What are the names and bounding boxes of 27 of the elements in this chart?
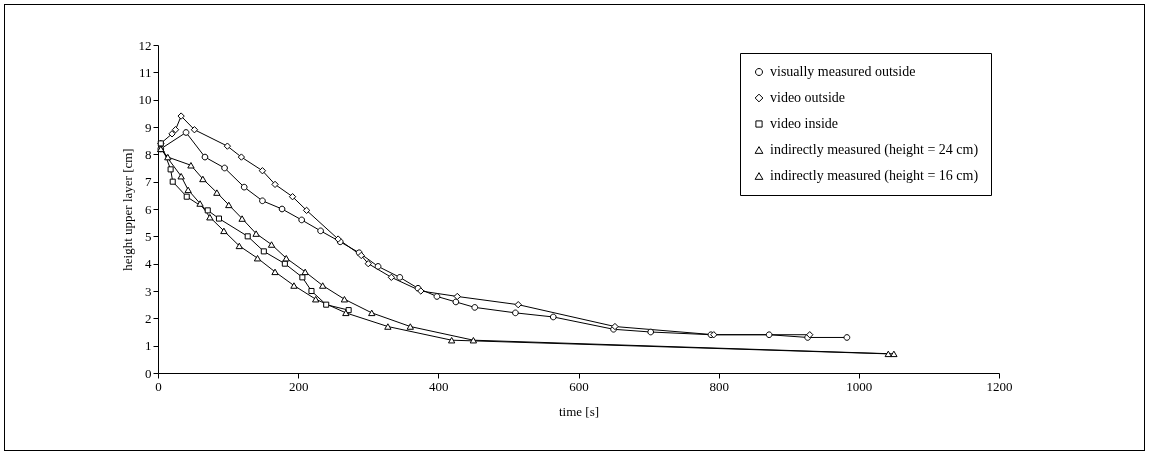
x-tick-label: 800: [709, 378, 729, 394]
y-tick-label: 11: [138, 64, 152, 80]
x-tick-label: 1000: [846, 378, 873, 394]
legend-label: indirectly measured (height = 16 cm): [770, 168, 979, 184]
legend-label: indirectly measured (height = 24 cm): [770, 142, 979, 158]
legend-label: video outside: [770, 90, 846, 105]
x-tick-label: 200: [288, 378, 309, 394]
x-tick-label: 600: [569, 378, 589, 394]
y-tick-label: 10: [138, 92, 152, 108]
x-tick-label: 1200: [986, 378, 1013, 394]
legend-label: visually measured outside: [770, 64, 916, 79]
y-tick-label: 7: [145, 174, 152, 190]
y-tick-label: 9: [145, 119, 152, 135]
x-tick-label: 0: [155, 378, 162, 394]
y-tick-label: 4: [145, 256, 152, 272]
y-tick-label: 8: [145, 146, 152, 162]
y-tick-label: 2: [145, 310, 152, 326]
y-tick-label: 3: [145, 283, 152, 299]
y-tick-label: 6: [145, 201, 152, 217]
x-tick-label: 400: [429, 378, 449, 394]
y-tick-label: 0: [145, 365, 152, 381]
x-axis-title: time [s]: [558, 403, 600, 419]
y-tick-label: 12: [138, 37, 152, 53]
y-tick-label: 5: [145, 228, 152, 244]
legend-label: video inside: [770, 116, 839, 131]
y-tick-label: 1: [145, 338, 152, 354]
y-axis-title: height upper layer [cm]: [119, 148, 135, 271]
